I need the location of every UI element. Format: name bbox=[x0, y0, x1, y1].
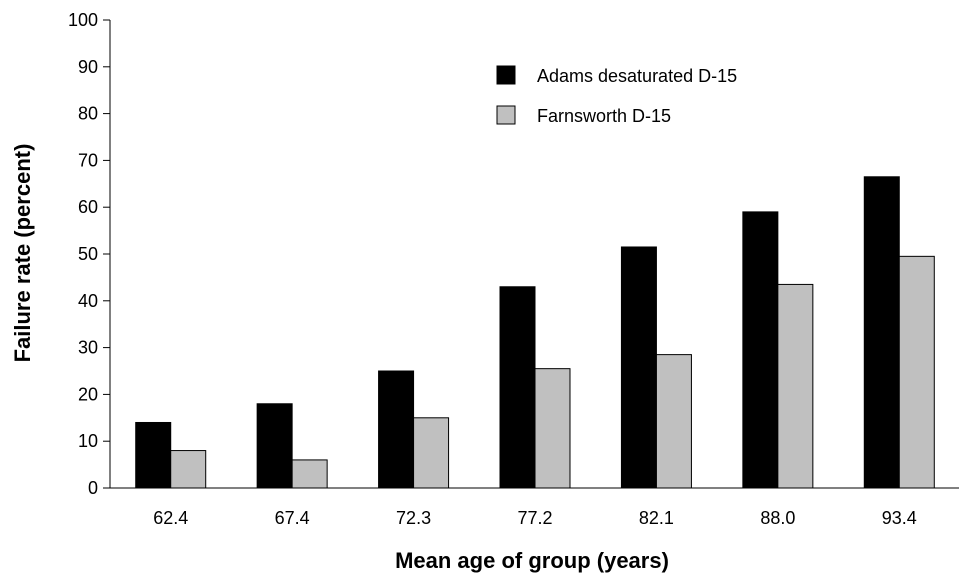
x-tick-label: 72.3 bbox=[396, 508, 431, 528]
y-tick-label: 30 bbox=[78, 338, 98, 358]
x-tick-label: 77.2 bbox=[517, 508, 552, 528]
y-axis-ticks: 0 10 20 30 40 50 60 70 80 90 100 bbox=[68, 10, 110, 498]
y-tick-label: 70 bbox=[78, 150, 98, 170]
bar-farnsworth bbox=[898, 255, 935, 489]
y-tick-label: 50 bbox=[78, 244, 98, 264]
bar-farnsworth bbox=[534, 368, 571, 489]
bar-farnsworth bbox=[655, 354, 692, 489]
bar-adams bbox=[620, 246, 657, 489]
bar-adams bbox=[256, 403, 293, 489]
bar-adams bbox=[863, 176, 900, 489]
y-tick-label: 0 bbox=[88, 478, 98, 498]
x-axis-title: Mean age of group (years) bbox=[395, 548, 669, 573]
y-tick-label: 100 bbox=[68, 10, 98, 30]
x-tick-label: 62.4 bbox=[153, 508, 188, 528]
legend-label: Adams desaturated D-15 bbox=[537, 66, 737, 86]
y-axis-title: Failure rate (percent) bbox=[10, 144, 35, 363]
legend-label: Farnsworth D-15 bbox=[537, 106, 671, 126]
y-tick-label: 80 bbox=[78, 104, 98, 124]
y-tick-label: 60 bbox=[78, 197, 98, 217]
bar-adams bbox=[378, 370, 415, 489]
axes bbox=[109, 20, 959, 489]
legend-swatch bbox=[496, 105, 516, 125]
legend-swatch bbox=[496, 65, 516, 85]
x-axis-ticks: 62.4 67.4 72.3 77.2 82.1 88.0 93.4 bbox=[153, 508, 917, 528]
bar-farnsworth bbox=[413, 417, 450, 489]
y-tick-label: 20 bbox=[78, 384, 98, 404]
x-tick-label: 82.1 bbox=[639, 508, 674, 528]
x-tick-label: 93.4 bbox=[882, 508, 917, 528]
bar-farnsworth bbox=[170, 450, 207, 489]
y-tick-label: 10 bbox=[78, 431, 98, 451]
x-tick-label: 67.4 bbox=[275, 508, 310, 528]
bar-adams bbox=[135, 421, 172, 489]
bars bbox=[135, 176, 935, 489]
y-tick-label: 90 bbox=[78, 57, 98, 77]
bar-farnsworth bbox=[291, 459, 328, 489]
bar-adams bbox=[499, 286, 536, 489]
legend: Adams desaturated D-15 Farnsworth D-15 bbox=[496, 65, 737, 126]
y-tick-label: 40 bbox=[78, 291, 98, 311]
bar-farnsworth bbox=[777, 283, 814, 489]
x-tick-label: 88.0 bbox=[760, 508, 795, 528]
bar-adams bbox=[742, 211, 779, 489]
